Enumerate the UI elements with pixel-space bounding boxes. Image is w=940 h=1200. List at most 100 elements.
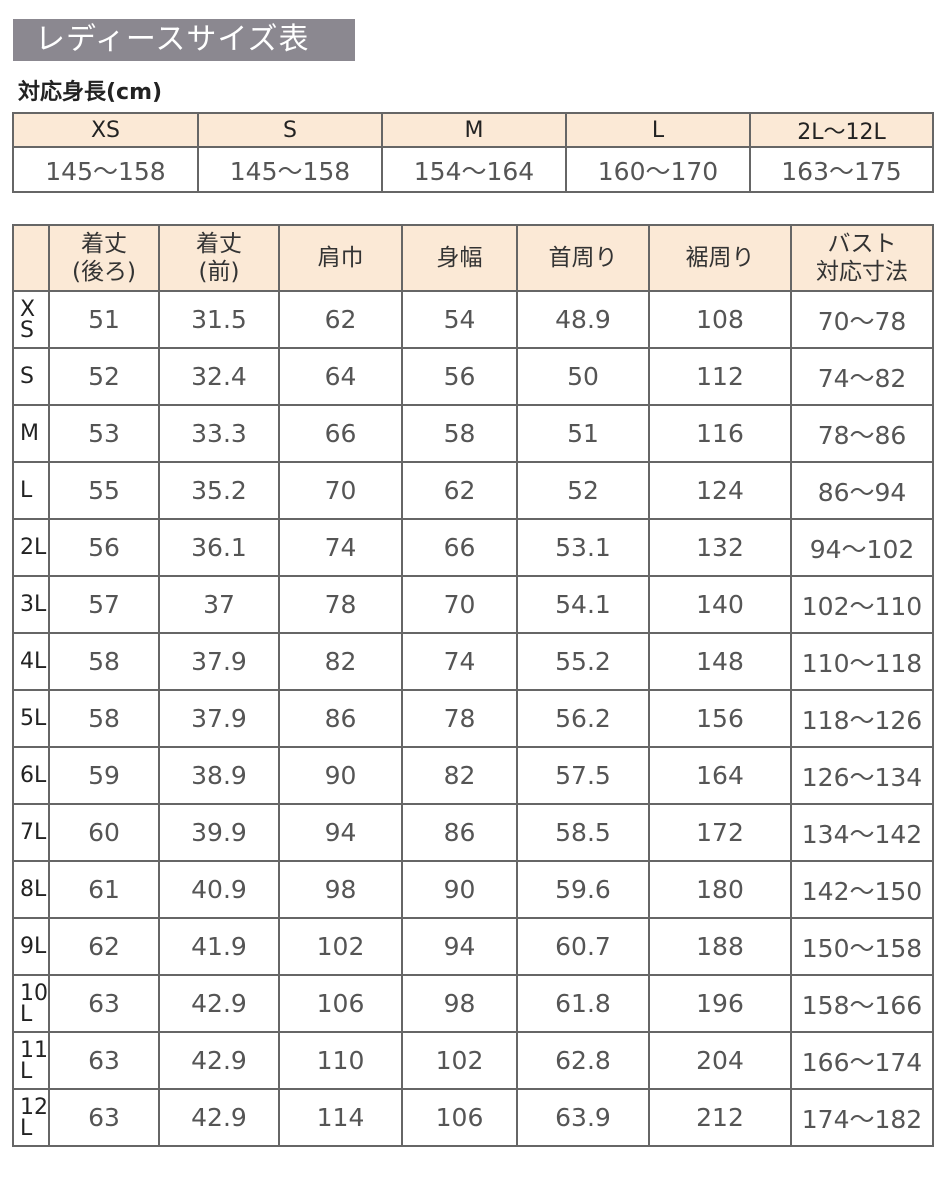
table-cell: 39.9 <box>158 803 280 862</box>
table-cell: 32.4 <box>158 347 280 406</box>
table-cell: 116 <box>648 404 792 463</box>
table-cell: 37.9 <box>158 689 280 748</box>
table-cell: 53.1 <box>516 518 650 577</box>
size-label: 7L <box>12 803 50 862</box>
column-header: 着丈 (前) <box>158 224 280 292</box>
table-cell: 102 <box>401 1031 518 1090</box>
table-cell: 86〜94 <box>790 461 934 520</box>
table-cell: 58 <box>48 689 160 748</box>
table-cell: 124 <box>648 461 792 520</box>
table-cell: 70〜78 <box>790 290 934 349</box>
table-cell: 52 <box>48 347 160 406</box>
table-cell: 86 <box>401 803 518 862</box>
table-row: M 53 33.3 66 58 51 116 78〜86 <box>12 404 934 463</box>
column-header: 身幅 <box>401 224 518 292</box>
size-label: 8L <box>12 860 50 919</box>
size-label: XS <box>12 290 50 349</box>
table-cell: 78 <box>278 575 403 634</box>
size-header: S <box>197 112 383 148</box>
table-cell: 108 <box>648 290 792 349</box>
table-cell: 53 <box>48 404 160 463</box>
table-cell: 212 <box>648 1088 792 1147</box>
size-label: 10L <box>12 974 50 1033</box>
height-caption: 対応身長(cm) <box>18 80 163 105</box>
size-label: 2L <box>12 518 50 577</box>
table-cell: 57 <box>48 575 160 634</box>
table-row: XS 51 31.5 62 54 48.9 108 70〜78 <box>12 290 934 349</box>
table-cell: 54.1 <box>516 575 650 634</box>
table-cell: 110〜118 <box>790 632 934 691</box>
table-cell: 66 <box>401 518 518 577</box>
table-row: 12L 63 42.9 114 106 63.9 212 174〜182 <box>12 1088 934 1147</box>
height-cell: 163〜175 <box>749 146 934 193</box>
table-cell: 102〜110 <box>790 575 934 634</box>
page-title: レディースサイズ表 <box>13 19 355 61</box>
table-cell: 62.8 <box>516 1031 650 1090</box>
size-label: 5L <box>12 689 50 748</box>
column-header: 肩巾 <box>278 224 403 292</box>
table-cell: 33.3 <box>158 404 280 463</box>
table-cell: 90 <box>278 746 403 805</box>
table-cell: 63 <box>48 1088 160 1147</box>
column-header: バスト 対応寸法 <box>790 224 934 292</box>
table-cell: 78〜86 <box>790 404 934 463</box>
table-cell: 94〜102 <box>790 518 934 577</box>
table-cell: 172 <box>648 803 792 862</box>
table-cell: 52 <box>516 461 650 520</box>
table-cell: 55.2 <box>516 632 650 691</box>
table-row: L 55 35.2 70 62 52 124 86〜94 <box>12 461 934 520</box>
table-cell: 132 <box>648 518 792 577</box>
table-cell: 42.9 <box>158 974 280 1033</box>
table-cell: 126〜134 <box>790 746 934 805</box>
table-cell: 114 <box>278 1088 403 1147</box>
table-cell: 57.5 <box>516 746 650 805</box>
table-cell: 110 <box>278 1031 403 1090</box>
size-label: 9L <box>12 917 50 976</box>
size-header: L <box>565 112 751 148</box>
table-cell: 58 <box>48 632 160 691</box>
table-cell: 48.9 <box>516 290 650 349</box>
table-cell: 156 <box>648 689 792 748</box>
table-cell: 62 <box>48 917 160 976</box>
height-cell: 154〜164 <box>381 146 567 193</box>
table-cell: 41.9 <box>158 917 280 976</box>
table-cell: 62 <box>401 461 518 520</box>
size-label: 6L <box>12 746 50 805</box>
table-cell: 51 <box>516 404 650 463</box>
height-cell: 145〜158 <box>197 146 383 193</box>
size-label: 12L <box>12 1088 50 1147</box>
table-cell: 112 <box>648 347 792 406</box>
table-cell: 64 <box>278 347 403 406</box>
table-cell: 37.9 <box>158 632 280 691</box>
table-cell: 61 <box>48 860 160 919</box>
table-cell: 70 <box>278 461 403 520</box>
table-cell: 61.8 <box>516 974 650 1033</box>
table-cell: 58 <box>401 404 518 463</box>
column-header: 裾周り <box>648 224 792 292</box>
table-row: 10L 63 42.9 106 98 61.8 196 158〜166 <box>12 974 934 1033</box>
table-cell: 98 <box>278 860 403 919</box>
size-header: 2L〜12L <box>749 112 934 148</box>
table-cell: 38.9 <box>158 746 280 805</box>
size-header: M <box>381 112 567 148</box>
table-cell: 148 <box>648 632 792 691</box>
table-cell: 56 <box>401 347 518 406</box>
table-cell: 74 <box>278 518 403 577</box>
table-cell: 40.9 <box>158 860 280 919</box>
table-cell: 66 <box>278 404 403 463</box>
size-label: S <box>12 347 50 406</box>
table-cell: 58.5 <box>516 803 650 862</box>
table-cell: 62 <box>278 290 403 349</box>
table-row: 8L 61 40.9 98 90 59.6 180 142〜150 <box>12 860 934 919</box>
height-cell: 160〜170 <box>565 146 751 193</box>
height-cell: 145〜158 <box>12 146 199 193</box>
table-cell: 42.9 <box>158 1031 280 1090</box>
table-cell: 78 <box>401 689 518 748</box>
table-cell: 142〜150 <box>790 860 934 919</box>
table-cell: 70 <box>401 575 518 634</box>
table-cell: 106 <box>278 974 403 1033</box>
table-cell: 94 <box>401 917 518 976</box>
size-header: XS <box>12 112 199 148</box>
table-cell: 150〜158 <box>790 917 934 976</box>
table-cell: 86 <box>278 689 403 748</box>
